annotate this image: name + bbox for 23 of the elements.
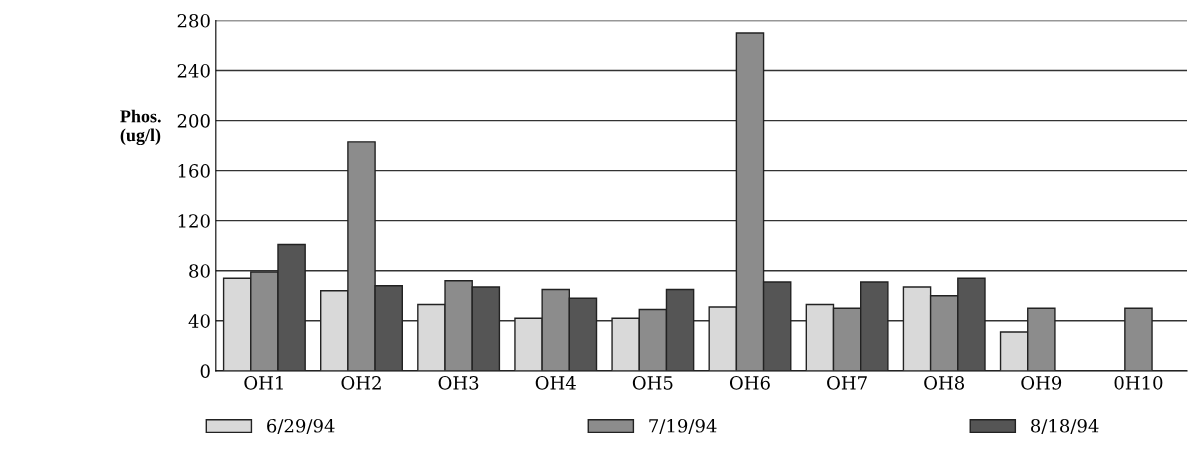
y-tick-label: 80 xyxy=(189,264,210,278)
x-tick-label: OH3 xyxy=(438,376,479,390)
y-tick-label: 120 xyxy=(178,214,210,228)
x-tick-label: OH6 xyxy=(729,376,770,390)
x-tick-label: OH4 xyxy=(535,376,576,390)
y-tick-label: 160 xyxy=(178,164,210,178)
y-tick-label: 200 xyxy=(177,114,210,128)
x-tick-label: OH7 xyxy=(827,376,867,390)
y-tick-label: 0 xyxy=(200,364,210,378)
y-tick-label: 240 xyxy=(177,63,210,78)
legend-label: 6/29/94 xyxy=(267,418,335,434)
y-axis-title: Phos. (ug/l) xyxy=(120,109,161,146)
x-tick-label: OH8 xyxy=(924,376,965,390)
x-tick-label: OH2 xyxy=(341,376,381,390)
x-tick-label: OH5 xyxy=(632,376,673,390)
legend-label: 7/19/94 xyxy=(649,418,717,434)
x-tick-label: OH1 xyxy=(244,376,283,390)
bar xyxy=(1124,307,1153,371)
x-tick-label: OH9 xyxy=(1021,376,1062,390)
legend-label: 8/18/94 xyxy=(1031,418,1099,434)
x-tick-label: 0H10 xyxy=(1114,376,1163,390)
y-tick-label: 280 xyxy=(177,13,210,28)
y-tick-label: 40 xyxy=(188,314,210,328)
